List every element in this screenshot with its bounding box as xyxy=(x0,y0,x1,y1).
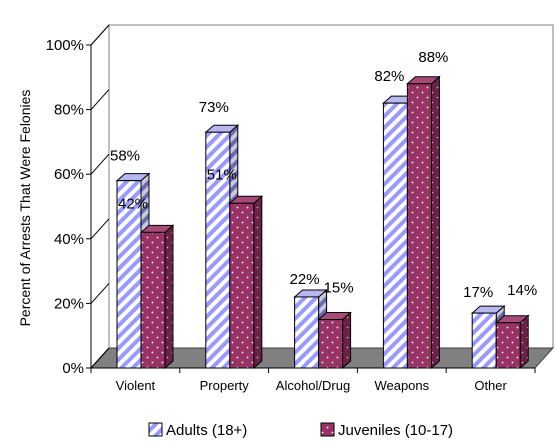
bar-front xyxy=(229,202,255,369)
y-tick-label: 60% xyxy=(54,166,84,183)
bar-front xyxy=(406,83,432,369)
legend-swatch-juveniles xyxy=(320,422,335,437)
data-label: 51% xyxy=(207,166,237,183)
bar-side xyxy=(430,75,440,370)
bar-front xyxy=(471,312,497,369)
bar xyxy=(228,195,264,370)
data-labels: 58% 42% 73% 51% 22%15% 82% 88% 17% 14% xyxy=(110,49,537,301)
y-axis-title: Percent of Arrests That Were Felonies xyxy=(17,90,33,327)
y-tick-diagonal xyxy=(90,347,110,369)
x-category-label: Violent xyxy=(116,378,156,393)
y-tick-label: 40% xyxy=(54,231,84,248)
bar xyxy=(317,311,352,370)
bar-side xyxy=(342,311,352,370)
y-tick-label: 20% xyxy=(54,295,84,312)
data-label: 14% xyxy=(507,282,537,299)
data-label: 42% xyxy=(118,195,148,212)
bar-front xyxy=(318,319,344,369)
bar-side xyxy=(519,314,529,370)
bar-front xyxy=(382,102,408,369)
y-tick-diagonal xyxy=(90,24,110,46)
data-label: 73% xyxy=(199,99,229,116)
data-label: 17% xyxy=(463,284,493,301)
x-category-label: Alcohol/Drug xyxy=(276,378,350,393)
x-category-label: Property xyxy=(200,378,250,393)
bar xyxy=(494,314,530,370)
legend-label-adults: Adults (18+) xyxy=(166,422,247,439)
legend-item-adults: Adults (18+) xyxy=(148,422,247,439)
bar xyxy=(406,75,441,370)
x-category-label: Weapons xyxy=(374,378,429,393)
bar-front xyxy=(294,296,320,369)
x-category-label: Other xyxy=(474,378,507,393)
bar-front xyxy=(116,180,142,369)
legend-item-juveniles: Juveniles (10-17) xyxy=(320,422,453,439)
y-tick-diagonal xyxy=(90,283,110,304)
data-label: 58% xyxy=(110,148,140,165)
legend-label-juveniles: Juveniles (10-17) xyxy=(338,422,453,439)
legend: Adults (18+) Juveniles (10-17) xyxy=(148,422,453,439)
bar-side xyxy=(253,195,263,370)
bar-front xyxy=(140,231,166,369)
legend-swatch-adults xyxy=(148,422,163,437)
y-tick-label: 80% xyxy=(54,102,84,119)
data-label: 82% xyxy=(374,68,404,85)
bar-front xyxy=(495,322,521,369)
bar xyxy=(139,224,175,370)
bar-group xyxy=(115,75,530,370)
side-wall xyxy=(90,23,110,370)
y-tick-diagonal xyxy=(90,153,110,175)
data-label: 15% xyxy=(324,280,354,297)
bar-side xyxy=(164,224,174,370)
y-axis: 0% 20% 40% 60% 80% 100% xyxy=(46,24,110,377)
y-tick-label: 100% xyxy=(46,37,84,54)
y-tick-diagonal xyxy=(90,89,110,110)
data-label: 88% xyxy=(418,49,448,66)
data-label: 22% xyxy=(290,271,320,288)
x-axis: Violent Property Alcohol/Drug Weapons Other xyxy=(90,367,536,393)
y-tick-diagonal xyxy=(90,218,110,240)
y-tick-label: 0% xyxy=(62,360,84,377)
